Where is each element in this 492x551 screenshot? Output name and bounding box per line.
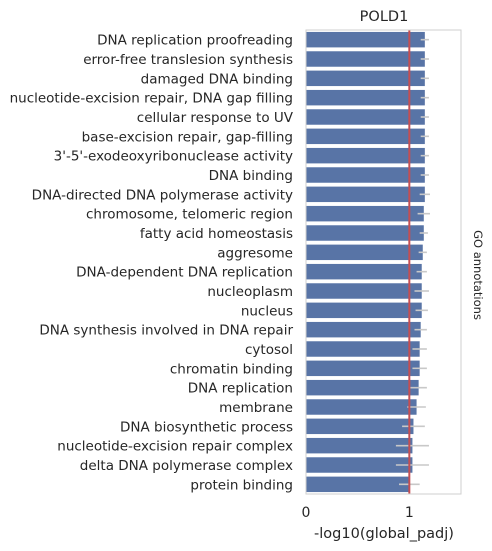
bar (306, 89, 425, 106)
category-label: DNA-directed DNA polymerase activity (32, 187, 293, 203)
bar (306, 186, 425, 203)
bar (306, 360, 420, 377)
category-label: nucleotide-excision repair complex (57, 439, 293, 455)
category-label: DNA binding (209, 168, 293, 184)
bar (306, 283, 422, 299)
bar (306, 244, 423, 261)
bar (306, 379, 419, 396)
category-label: base-excision repair, gap-filling (82, 129, 293, 145)
plot-frame (305, 29, 462, 495)
category-label: 3'-5'-exodeoxyribonuclease activity (54, 149, 293, 165)
category-label: DNA synthesis involved in DNA repair (39, 323, 293, 339)
bar (306, 109, 425, 125)
category-label: protein binding (190, 477, 293, 493)
chart-title: POLD1 (360, 9, 409, 25)
bar (306, 418, 414, 435)
bar (306, 167, 425, 183)
category-labels-group: DNA replication proofreading error-free t… (10, 33, 294, 494)
category-label: chromatin binding (170, 361, 293, 377)
category-label: fatty acid homeostasis (140, 226, 293, 242)
bars-group (306, 31, 425, 493)
category-label: cytosol (245, 342, 293, 358)
category-label: membrane (219, 400, 293, 416)
bar (306, 457, 413, 473)
category-label: DNA replication (188, 381, 293, 397)
bar (306, 51, 425, 67)
bar (306, 263, 422, 280)
category-label: nucleotide-excision repair, DNA gap fill… (10, 91, 293, 107)
x-tick-label: 0 (302, 505, 311, 521)
bar (306, 399, 417, 415)
error-bars-group (395, 38, 430, 486)
bar (306, 147, 425, 164)
bar (306, 476, 410, 493)
category-label: DNA biosynthetic process (120, 419, 293, 435)
category-label: DNA-dependent DNA replication (76, 265, 293, 281)
bar (306, 302, 422, 319)
x-axis-label: -log10(global_padj) (314, 526, 454, 542)
category-label: nucleus (241, 303, 293, 319)
bar (306, 70, 425, 87)
category-label: nucleoplasm (207, 284, 293, 300)
bar (306, 31, 425, 48)
bar (306, 321, 421, 338)
category-label: error-free translesion synthesis (83, 52, 293, 68)
category-label: DNA replication proofreading (97, 33, 293, 49)
category-label: delta DNA polymerase complex (80, 458, 293, 474)
x-tick-label: 1 (405, 505, 414, 521)
bar (306, 437, 413, 454)
bar (306, 128, 425, 145)
category-label: chromosome, telomeric region (86, 207, 293, 223)
category-label: aggresome (217, 245, 293, 261)
bar (306, 225, 424, 241)
bar (306, 341, 420, 357)
category-label: cellular response to UV (137, 110, 294, 126)
side-label: GO annotations (471, 230, 485, 320)
category-label: damaged DNA binding (141, 71, 293, 87)
bar (306, 205, 424, 222)
